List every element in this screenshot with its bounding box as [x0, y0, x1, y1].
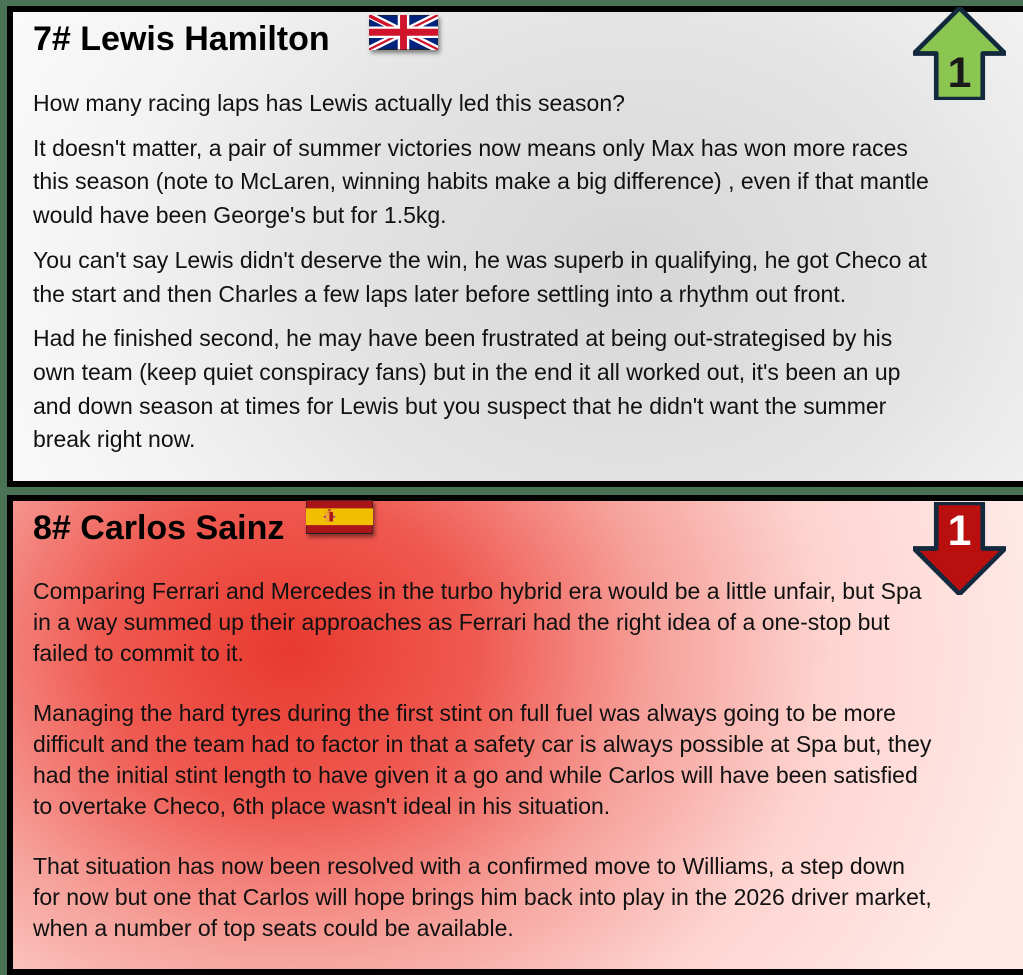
svg-text:1: 1 — [948, 507, 972, 555]
svg-text:1: 1 — [948, 49, 972, 97]
